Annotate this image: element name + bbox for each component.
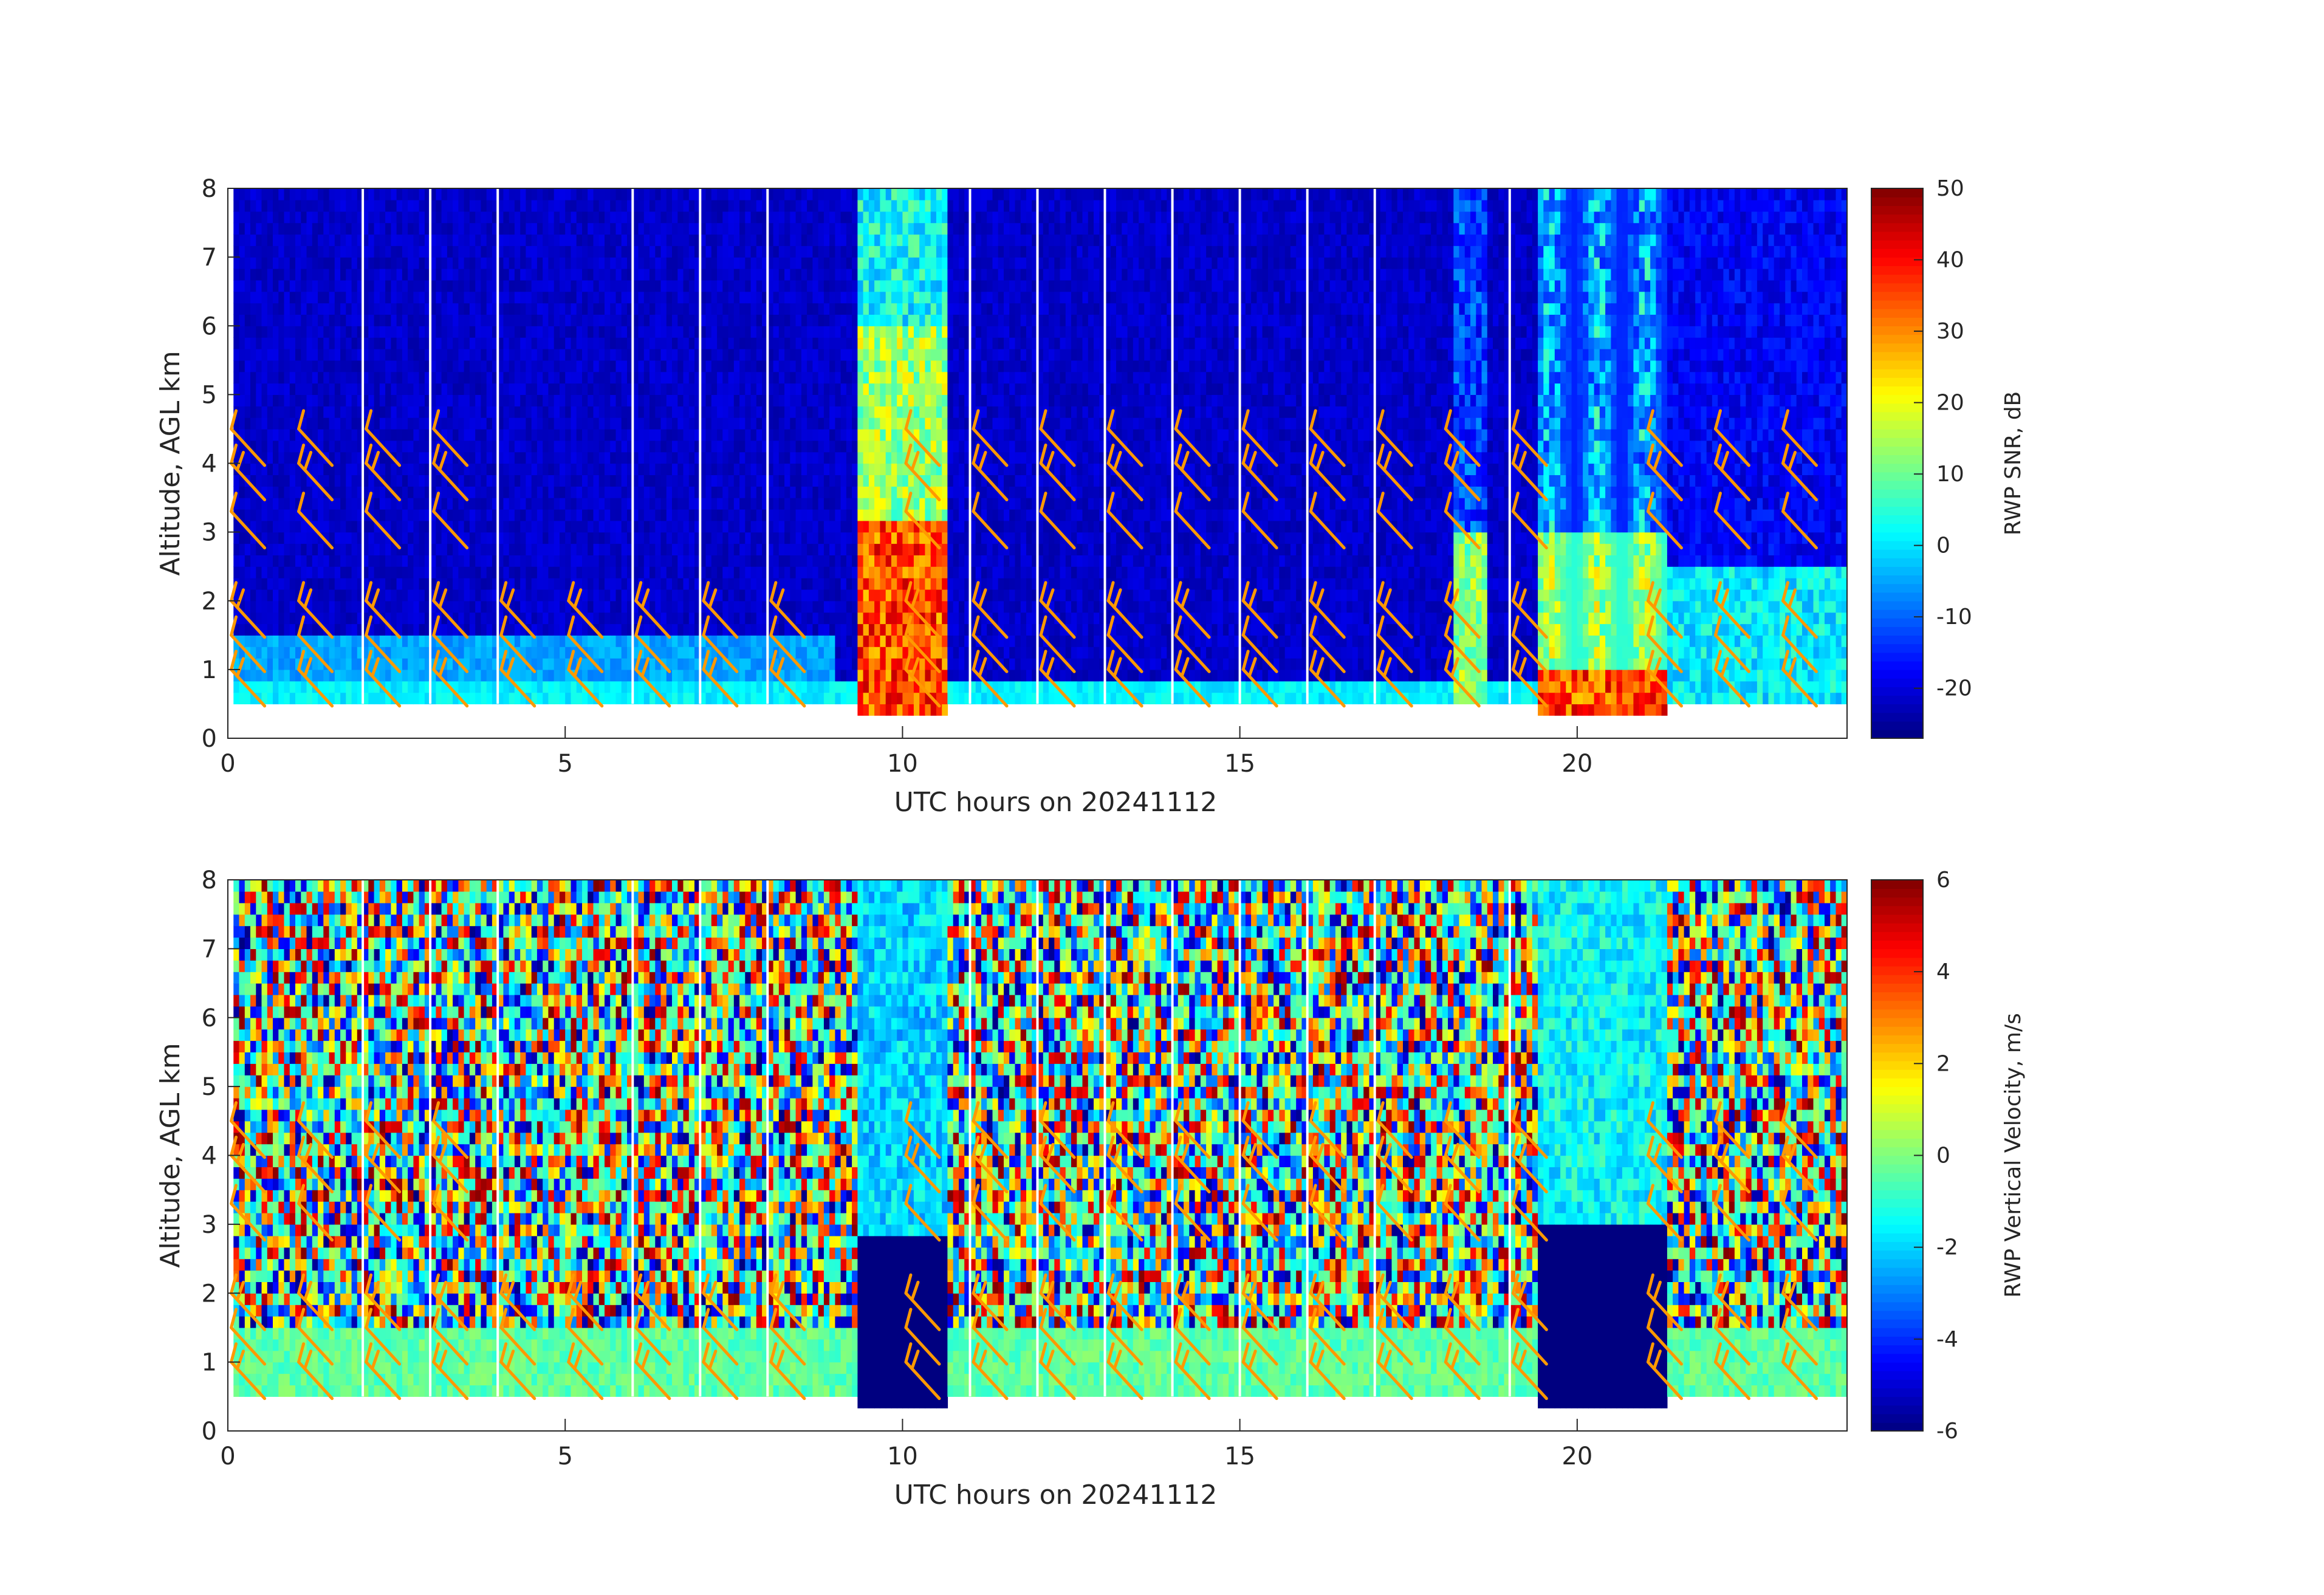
y-tick-label: 4 bbox=[202, 1142, 217, 1170]
y-tick-label: 3 bbox=[202, 1211, 217, 1239]
data-gap bbox=[1171, 188, 1174, 704]
colorbar-tick-label: -10 bbox=[1936, 605, 1972, 629]
data-gap bbox=[1374, 880, 1376, 1396]
y-tick-label: 7 bbox=[202, 935, 217, 963]
y-tick-label: 2 bbox=[202, 588, 217, 616]
data-gap bbox=[1239, 188, 1241, 704]
x-tick-label: 15 bbox=[1224, 1442, 1255, 1470]
data-gap bbox=[496, 880, 499, 1396]
data-gap bbox=[1306, 188, 1309, 704]
y-tick-label: 1 bbox=[202, 1349, 217, 1377]
data-gap bbox=[1037, 188, 1039, 704]
y-tick-label: 8 bbox=[202, 866, 217, 894]
y-tick-label: 2 bbox=[202, 1280, 217, 1308]
data-gap bbox=[362, 880, 364, 1396]
x-tick-label: 10 bbox=[887, 750, 918, 778]
data-gap bbox=[429, 880, 431, 1396]
colorbar-tick-label: 0 bbox=[1936, 533, 1950, 558]
colorbar-tick-label: -2 bbox=[1936, 1235, 1958, 1260]
data-gap bbox=[496, 188, 499, 704]
data-gap bbox=[1104, 880, 1106, 1396]
data-gap bbox=[1306, 880, 1309, 1396]
y-axis-label: Altitude, AGL km bbox=[155, 351, 186, 575]
colorbar-tick-label: -20 bbox=[1936, 676, 1972, 701]
data-gap bbox=[699, 188, 701, 704]
y-tick-label: 5 bbox=[202, 381, 217, 409]
colorbar-tick-label: 20 bbox=[1936, 391, 1964, 416]
colorbar-tick-label: 30 bbox=[1936, 319, 1964, 344]
data-gap bbox=[429, 188, 431, 704]
y-tick-label: 6 bbox=[202, 312, 217, 340]
data-gap bbox=[631, 880, 634, 1396]
x-tick-label: 5 bbox=[557, 750, 572, 778]
data-gap bbox=[1239, 880, 1241, 1396]
colorbar-tick-label: 0 bbox=[1936, 1144, 1950, 1168]
x-tick-label: 0 bbox=[220, 750, 235, 778]
x-tick-label: 5 bbox=[557, 1442, 572, 1470]
y-tick-label: 8 bbox=[202, 175, 217, 203]
data-gap bbox=[699, 880, 701, 1396]
colorbar-tick-label: 50 bbox=[1936, 176, 1964, 201]
colorbar-label: RWP Vertical Velocity, m/s bbox=[2001, 1013, 2026, 1298]
y-tick-label: 7 bbox=[202, 244, 217, 272]
colorbar-tick-label: 40 bbox=[1936, 248, 1964, 273]
y-tick-label: 6 bbox=[202, 1004, 217, 1032]
x-tick-label: 0 bbox=[220, 1442, 235, 1470]
data-gap bbox=[631, 188, 634, 704]
x-tick-label: 10 bbox=[887, 1442, 918, 1470]
y-tick-label: 0 bbox=[202, 1418, 217, 1446]
colorbar-tick-label: 4 bbox=[1936, 959, 1950, 984]
x-axis-label: UTC hours on 20241112 bbox=[894, 787, 1218, 818]
y-tick-label: 1 bbox=[202, 656, 217, 684]
y-tick-label: 3 bbox=[202, 519, 217, 547]
y-tick-label: 5 bbox=[202, 1073, 217, 1101]
data-gap bbox=[1509, 188, 1511, 704]
data-gap bbox=[1104, 188, 1106, 704]
colorbar-tick-label: -6 bbox=[1936, 1419, 1958, 1444]
data-gap bbox=[1374, 188, 1376, 704]
x-tick-label: 15 bbox=[1224, 750, 1255, 778]
colorbar-tick-label: 10 bbox=[1936, 462, 1964, 487]
data-gap bbox=[1171, 880, 1174, 1396]
data-gap bbox=[1509, 880, 1511, 1396]
y-tick-label: 4 bbox=[202, 450, 217, 478]
x-tick-label: 20 bbox=[1561, 1442, 1592, 1470]
colorbar-tick-label: 2 bbox=[1936, 1051, 1950, 1076]
colorbar-label: RWP SNR, dB bbox=[2001, 391, 2026, 536]
data-gap bbox=[969, 188, 972, 704]
y-tick-label: 0 bbox=[202, 725, 217, 753]
data-gap bbox=[362, 188, 364, 704]
colorbar-tick-label: -4 bbox=[1936, 1327, 1958, 1352]
data-gap bbox=[969, 880, 972, 1396]
data-gap bbox=[766, 880, 769, 1396]
data-gap bbox=[766, 188, 769, 704]
y-axis-label: Altitude, AGL km bbox=[155, 1043, 186, 1267]
colorbar-tick-label: 6 bbox=[1936, 868, 1950, 893]
data-gap bbox=[1037, 880, 1039, 1396]
x-axis-label: UTC hours on 20241112 bbox=[894, 1480, 1218, 1511]
x-tick-label: 20 bbox=[1561, 750, 1592, 778]
